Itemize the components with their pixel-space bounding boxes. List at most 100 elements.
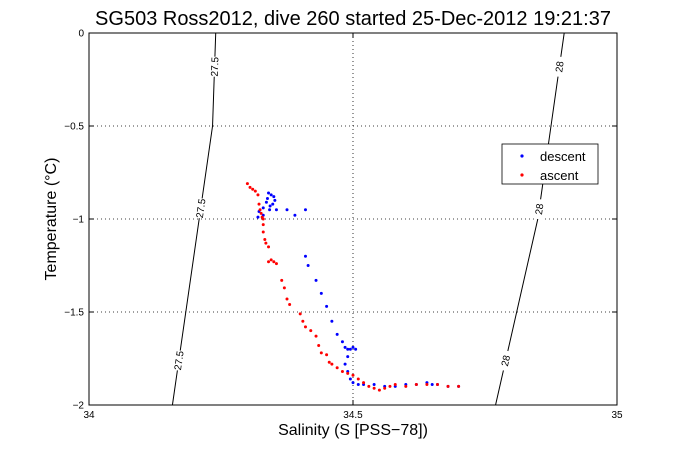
data-point-ascent <box>327 360 331 364</box>
data-point-descent <box>293 213 297 217</box>
x-axis-label: Salinity (S [PSS−78]) <box>278 422 428 439</box>
data-point-ascent <box>346 371 350 375</box>
data-point-descent <box>303 208 307 212</box>
data-point-ascent <box>259 211 263 215</box>
contour-label-28: 28 <box>500 354 513 368</box>
data-point-descent <box>348 347 352 351</box>
data-point-descent <box>351 345 355 349</box>
legend: descent ascent <box>501 143 599 185</box>
x-tick-label: 35 <box>611 410 623 421</box>
data-point-descent <box>351 381 355 385</box>
data-point-ascent <box>258 208 262 212</box>
data-point-descent <box>335 332 339 336</box>
data-point-ascent <box>303 325 307 329</box>
data-point-ascent <box>261 223 265 227</box>
data-point-ascent <box>388 384 392 388</box>
data-point-descent <box>330 319 334 323</box>
axis-ticks: 34 34.5 35 0 −0.5 −1 −1.5 −2 <box>64 29 623 422</box>
x-tick-label: 34.5 <box>343 410 363 421</box>
data-point-ascent <box>257 202 261 206</box>
data-point-ascent <box>288 303 292 307</box>
data-point-descent <box>273 198 277 202</box>
contour-label-bg <box>498 349 513 372</box>
y-tick-label: −1 <box>73 215 85 226</box>
data-point-ascent <box>340 370 344 374</box>
data-point-ascent <box>335 366 339 370</box>
contour-label-bg <box>553 56 566 78</box>
legend-label-descent: descent <box>540 149 586 164</box>
data-point-descent <box>285 208 289 212</box>
data-point-ascent <box>298 312 302 316</box>
data-point-descent <box>348 377 352 381</box>
y-tick-label: −0.5 <box>64 122 84 133</box>
data-point-ascent <box>263 237 267 241</box>
data-point-ascent <box>317 343 321 347</box>
contour-label-27.5: 27.5 <box>173 350 187 371</box>
data-point-descent <box>264 200 268 204</box>
data-point-ascent <box>264 241 268 245</box>
data-point-ascent <box>285 297 289 301</box>
contour-label-28: 28 <box>534 203 547 216</box>
contour-label-bg <box>532 198 546 220</box>
contour-label-bg <box>194 197 208 219</box>
data-point-descent <box>340 340 344 344</box>
legend-marker-ascent <box>520 173 524 177</box>
grid <box>89 33 617 405</box>
data-point-ascent <box>404 384 408 388</box>
y-tick-label: 0 <box>78 29 84 40</box>
data-point-ascent <box>282 286 286 290</box>
data-point-descent <box>346 355 350 359</box>
data-point-ascent <box>253 189 257 193</box>
data-point-descent <box>268 208 272 212</box>
data-point-descent <box>314 278 318 282</box>
data-point-ascent <box>301 319 305 323</box>
data-point-descent <box>430 383 434 387</box>
data-points <box>245 182 461 392</box>
data-point-descent <box>343 345 347 349</box>
data-point-descent <box>319 291 323 295</box>
contour-label-bg <box>172 349 186 372</box>
data-point-descent <box>325 304 329 308</box>
data-point-ascent <box>280 278 284 282</box>
data-point-ascent <box>372 386 376 390</box>
series-ascent <box>245 182 461 392</box>
contour-label-27.5: 27.5 <box>210 56 222 76</box>
data-point-ascent <box>309 329 313 333</box>
data-point-descent <box>267 191 271 195</box>
data-point-ascent <box>314 334 318 338</box>
y-tick-label: −1.5 <box>64 308 84 319</box>
density-contours: 27.5 27.5 27.5 28 28 28 <box>171 32 567 406</box>
data-point-ascent <box>393 383 397 387</box>
legend-box <box>501 143 599 185</box>
data-point-descent <box>346 347 350 351</box>
data-point-ascent <box>267 260 271 264</box>
data-point-ascent <box>446 384 450 388</box>
data-point-ascent <box>325 353 329 357</box>
data-point-descent <box>269 193 273 197</box>
data-point-descent <box>306 264 310 267</box>
contour-label-bg <box>209 56 220 77</box>
data-point-ascent <box>261 217 265 221</box>
data-point-ascent <box>435 383 439 387</box>
data-point-descent <box>343 362 347 366</box>
y-axis-label: Temperature (°C) <box>43 158 60 281</box>
x-tick-label: 34 <box>83 410 95 421</box>
legend-marker-descent <box>520 154 524 158</box>
data-point-ascent <box>245 182 249 186</box>
data-point-ascent <box>256 193 260 197</box>
data-point-descent <box>303 254 307 258</box>
data-point-ascent <box>248 185 252 189</box>
data-point-descent <box>372 383 376 387</box>
data-point-descent <box>256 215 260 219</box>
data-point-ascent <box>383 386 387 390</box>
data-point-ascent <box>351 373 355 377</box>
contour-label-28: 28 <box>554 60 567 73</box>
data-point-ascent <box>319 351 323 355</box>
data-point-ascent <box>251 187 255 191</box>
chart-title: SG503 Ross2012, dive 260 started 25-Dec-… <box>95 8 611 30</box>
data-point-ascent <box>356 377 360 381</box>
data-point-ascent <box>414 383 418 387</box>
data-point-ascent <box>274 262 278 266</box>
data-point-ascent <box>457 384 461 388</box>
